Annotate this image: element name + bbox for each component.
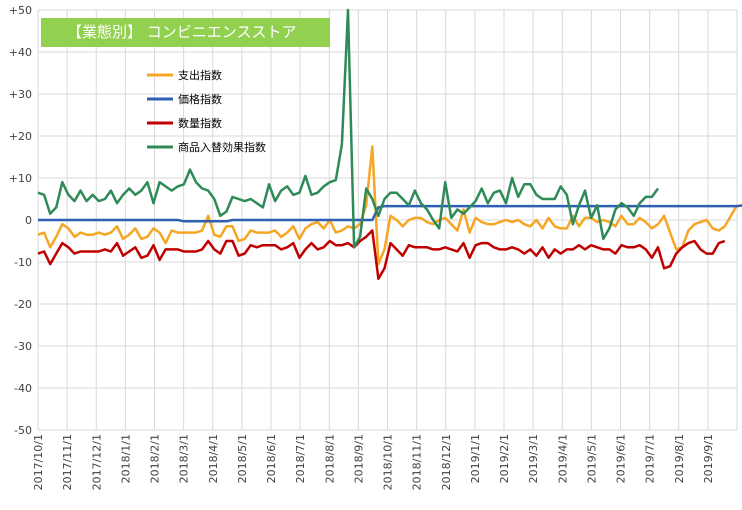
x-tick-label: 2017/12/1 <box>90 434 103 490</box>
x-tick-label: 2019/7/1 <box>644 434 657 483</box>
x-tick-label: 2018/5/1 <box>236 434 249 483</box>
y-tick-label: +30 <box>9 88 32 101</box>
spending-series-line <box>37 145 739 266</box>
x-tick-label: 2018/2/1 <box>149 434 162 483</box>
volume-legend-label: 数量指数 <box>178 116 222 130</box>
y-tick-label: -50 <box>14 424 32 437</box>
y-tick-label: -20 <box>14 298 32 311</box>
x-tick-label: 2017/11/1 <box>61 434 74 490</box>
x-tick-label: 2018/12/1 <box>440 434 453 490</box>
x-tick-label: 2018/7/1 <box>294 434 307 483</box>
x-tick-label: 2018/10/1 <box>382 434 395 490</box>
x-tick-label: 2019/8/1 <box>673 434 686 483</box>
y-tick-label: +20 <box>9 130 32 143</box>
x-tick-label: 2019/4/1 <box>556 434 569 483</box>
y-tick-label: -40 <box>14 382 32 395</box>
y-tick-label: -10 <box>14 256 32 269</box>
price-legend-label: 価格指数 <box>178 92 222 106</box>
x-tick-label: 2018/6/1 <box>265 434 278 483</box>
chart-title: 【業態別】 コンビニエンスストア <box>41 18 330 47</box>
x-tick-label: 2019/1/1 <box>469 434 482 483</box>
x-tick-label: 2018/1/1 <box>119 434 132 483</box>
x-tick-label: 2018/8/1 <box>323 434 336 483</box>
x-tick-label: 2019/2/1 <box>498 434 511 483</box>
x-tick-label: 2019/6/1 <box>615 434 628 483</box>
x-tick-label: 2018/9/1 <box>352 434 365 483</box>
y-tick-label: 0 <box>25 214 32 227</box>
y-tick-label: +40 <box>9 46 32 59</box>
y-tick-label: +50 <box>9 4 32 17</box>
y-tick-label: +10 <box>9 172 32 185</box>
x-tick-label: 2018/11/1 <box>411 434 424 490</box>
volume-series-line <box>37 229 726 281</box>
spending-legend-label: 支出指数 <box>178 68 222 82</box>
series-lines <box>37 8 742 281</box>
x-tick-label: 2019/3/1 <box>527 434 540 483</box>
x-tick-label: 2017/10/1 <box>32 434 45 490</box>
y-tick-label: -30 <box>14 340 32 353</box>
substitution-legend-label: 商品入替効果指数 <box>178 140 266 154</box>
x-tick-label: 2019/9/1 <box>702 434 715 483</box>
x-tick-label: 2018/4/1 <box>207 434 220 483</box>
x-tick-label: 2018/3/1 <box>178 434 191 483</box>
substitution-series-line <box>37 8 660 249</box>
y-axis-ticks: +50 +40 +30 +20 +10 0 -10 -20 -30 -40 -50 <box>9 4 32 437</box>
x-axis-ticks: 2017/10/1 2017/11/1 2017/12/1 2018/1/1 2018/… <box>32 434 715 490</box>
price-series-line <box>38 204 742 223</box>
x-tick-label: 2019/5/1 <box>585 434 598 483</box>
